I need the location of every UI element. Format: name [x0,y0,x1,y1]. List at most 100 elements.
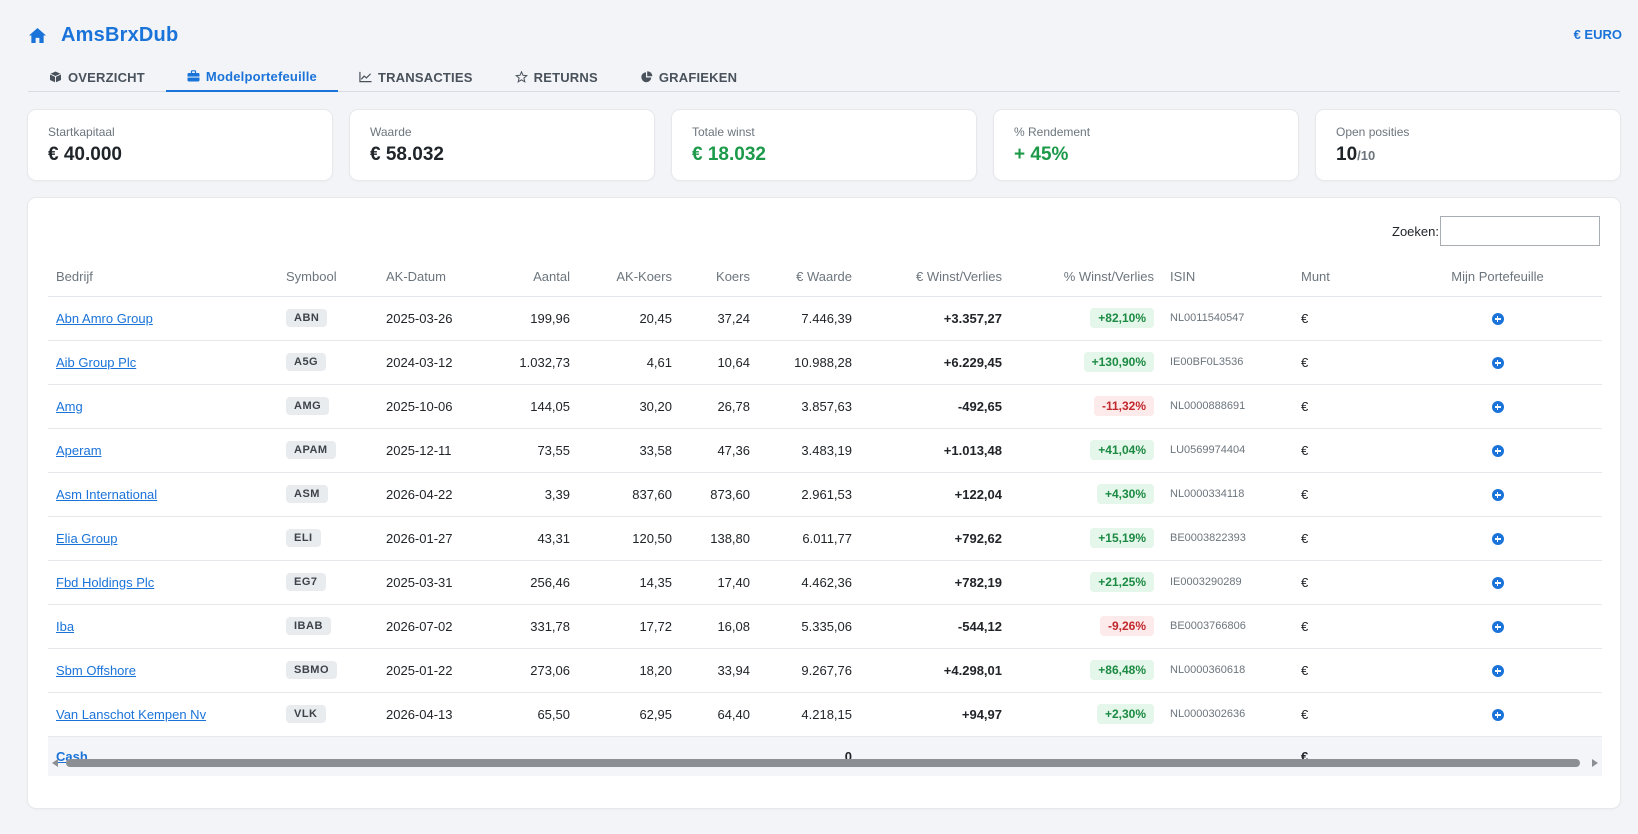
symbol-cell: ELI [278,516,378,561]
pct-badge: +4,30% [1096,484,1154,504]
currency-cell: € [1293,340,1393,385]
cube-icon [49,71,62,83]
company-link[interactable]: Fbd Holdings Plc [56,574,155,590]
isin-cell: NL0000888691 [1162,384,1293,429]
table-row: Van Lanschot Kempen Nv VLK 2026-04-13 65,50… [48,692,1602,737]
buy-price-cell: 20,45 [578,296,680,341]
col-winst-verlies[interactable]: € Winst/Verlies [860,258,1010,297]
amount-cell: 199,96 [488,296,578,341]
col-koers[interactable]: Koers [680,258,758,297]
table-row: Fbd Holdings Plc EG7 2025-03-31 256,46 14,35… [48,560,1602,605]
add-to-portfolio-icon[interactable] [1491,577,1504,590]
isin-cell: BE0003766806 [1162,604,1293,649]
add-to-portfolio-icon[interactable] [1491,709,1504,722]
tab-overzicht[interactable]: OVERZICHT [28,62,166,92]
tab-label: Modelportefeuille [205,68,317,84]
company-link[interactable]: Iba [56,618,75,634]
scroll-left-arrow-icon[interactable] [52,759,58,767]
currency-cell: € [1293,472,1393,517]
company-link[interactable]: Aperam [56,442,102,458]
col-waarde[interactable]: € Waarde [758,258,860,297]
symbol-badge: AMG [286,397,330,415]
date-cell: 2026-04-13 [378,692,488,737]
card-label: Totale winst [692,125,755,139]
table-header-row: Bedrijf Symbool AK-Datum Aantal AK-Koers… [48,258,1602,297]
company-cell: Elia Group [48,516,278,561]
company-link[interactable]: Van Lanschot Kempen Nv [56,706,207,722]
add-to-portfolio-icon[interactable] [1491,665,1504,678]
profit-loss-cell: -492,65 [860,384,1010,429]
buy-price-cell: 30,20 [578,384,680,429]
add-cell [1393,340,1602,385]
add-to-portfolio-icon[interactable] [1491,533,1504,546]
star-icon [514,71,528,83]
pct-badge: +21,25% [1090,572,1154,592]
pct-cell: +82,10% [1010,296,1162,341]
table-row: Aib Group Plc A5G 2024-03-12 1.032,73 4,61 10… [48,340,1602,385]
price-cell: 33,94 [680,648,758,693]
brand[interactable]: AmsBrxDub [28,24,178,47]
currency-toggle[interactable]: € EURO [1573,27,1622,42]
pct-cell: +4,30% [1010,472,1162,517]
add-to-portfolio-icon[interactable] [1491,489,1504,502]
tab-returns[interactable]: RETURNS [494,62,619,92]
buy-price-cell: 17,72 [578,604,680,649]
col-ak-datum[interactable]: AK-Datum [378,258,488,297]
scroll-right-arrow-icon[interactable] [1592,759,1598,767]
add-cell [1393,604,1602,649]
company-link[interactable]: Abn Amro Group [56,310,153,326]
tab-grafieken[interactable]: GRAFIEKEN [619,62,758,92]
company-link[interactable]: Elia Group [56,530,118,546]
card-value: + 45% [1014,144,1069,165]
search-input[interactable] [1440,216,1600,246]
scroll-thumb[interactable] [66,759,1580,767]
isin-cell: LU0569974404 [1162,428,1293,473]
price-cell: 873,60 [680,472,758,517]
col-munt[interactable]: Munt [1293,258,1393,297]
amount-cell: 331,78 [488,604,578,649]
profit-loss-cell: -544,12 [860,604,1010,649]
pct-cell: +41,04% [1010,428,1162,473]
date-cell: 2024-03-12 [378,340,488,385]
pct-cell: -11,32% [1010,384,1162,429]
value-cell: 9.267,76 [758,648,860,693]
company-link[interactable]: Aib Group Plc [56,354,137,370]
company-link[interactable]: Asm International [56,486,158,502]
card-startkapitaal: Startkapitaal € 40.000 [28,110,332,180]
profit-loss-cell: +782,19 [860,560,1010,605]
pct-badge: -9,26% [1099,616,1154,636]
line-chart-icon [359,71,372,83]
col-pct-winst-verlies[interactable]: % Winst/Verlies [1010,258,1162,297]
col-ak-koers[interactable]: AK-Koers [578,258,680,297]
horizontal-scrollbar[interactable] [52,756,1598,770]
company-link[interactable]: Sbm Offshore [56,662,136,678]
company-cell: Aib Group Plc [48,340,278,385]
card-label: Waarde [370,125,412,139]
buy-price-cell: 62,95 [578,692,680,737]
col-symbool[interactable]: Symbool [278,258,378,297]
add-to-portfolio-icon[interactable] [1491,357,1504,370]
add-cell [1393,516,1602,561]
date-cell: 2025-10-06 [378,384,488,429]
tab-transacties[interactable]: TRANSACTIES [338,62,494,92]
price-cell: 10,64 [680,340,758,385]
add-to-portfolio-icon[interactable] [1491,313,1504,326]
tab-label: GRAFIEKEN [658,69,738,85]
value-cell: 3.857,63 [758,384,860,429]
add-to-portfolio-icon[interactable] [1491,401,1504,414]
col-aantal[interactable]: Aantal [488,258,578,297]
col-mijn-portefeuille[interactable]: Mijn Portefeuille [1393,258,1602,297]
amount-cell: 256,46 [488,560,578,605]
add-to-portfolio-icon[interactable] [1491,621,1504,634]
pct-cell: +86,48% [1010,648,1162,693]
col-isin[interactable]: ISIN [1162,258,1293,297]
amount-cell: 73,55 [488,428,578,473]
pie-chart-icon [641,71,653,83]
company-link[interactable]: Amg [56,398,83,414]
symbol-cell: APAM [278,428,378,473]
pct-badge: +2,30% [1096,704,1154,724]
add-to-portfolio-icon[interactable] [1491,445,1504,458]
tab-modelportefeuille[interactable]: Modelportefeuille [165,62,338,92]
card-value: € 40.000 [48,144,122,165]
col-bedrijf[interactable]: Bedrijf [48,258,278,297]
